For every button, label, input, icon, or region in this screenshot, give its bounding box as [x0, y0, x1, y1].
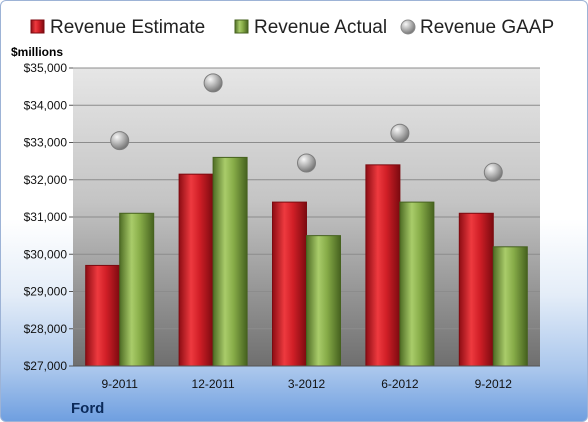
bars	[85, 156, 528, 367]
bar-actual	[119, 212, 155, 367]
company-label: Ford	[71, 400, 104, 417]
y-axis-unit-label: $millions	[11, 45, 63, 59]
gaap-marker	[110, 131, 130, 151]
legend-label-estimate: Revenue Estimate	[50, 17, 205, 38]
gaap-marker	[297, 153, 316, 173]
bar-estimate	[178, 173, 214, 367]
x-tick-label: 6-2012	[381, 377, 419, 391]
gaap-marker	[203, 73, 223, 93]
legend-label-actual: Revenue Actual	[254, 17, 387, 38]
legend-swatch-estimate	[30, 19, 45, 34]
gaap-marker	[483, 162, 503, 182]
y-tick-label: $33,000	[24, 136, 68, 150]
gaap-marker	[390, 123, 410, 143]
bar-estimate	[458, 212, 494, 367]
y-tick-label: $34,000	[24, 98, 68, 112]
x-tick-label: 9-2012	[475, 377, 513, 391]
legend-label-gaap: Revenue GAAP	[420, 17, 554, 38]
bar-actual	[399, 201, 435, 367]
y-tick-label: $30,000	[24, 247, 68, 261]
x-tick-label: 9-2011	[101, 377, 138, 391]
y-tick-label: $29,000	[24, 285, 68, 299]
x-axis: 9-2011 12-2011 3-2012 6-2012 9-2012	[73, 365, 540, 391]
bar-estimate	[365, 164, 401, 367]
x-tick-label: 3-2012	[288, 377, 326, 391]
bar-estimate	[272, 201, 307, 367]
y-axis: $27,000 $28,000 $29,000 $30,000 $31,000 $32,0…	[24, 61, 73, 373]
y-tick-label: $35,000	[24, 61, 68, 75]
bar-estimate	[85, 264, 121, 367]
y-tick-label: $27,000	[24, 359, 68, 373]
bar-actual	[306, 235, 341, 367]
x-tick-label: 12-2011	[192, 377, 235, 391]
legend: Revenue Estimate Revenue Actual Revenue …	[30, 17, 554, 38]
bar-actual	[492, 246, 528, 367]
y-tick-label: $28,000	[24, 322, 68, 336]
legend-swatch-gaap	[400, 19, 416, 35]
gaap-markers	[110, 73, 503, 182]
legend-swatch-actual	[234, 19, 249, 34]
y-tick-label: $32,000	[24, 173, 68, 187]
y-tick-label: $31,000	[24, 210, 68, 224]
bar-actual	[212, 156, 248, 367]
